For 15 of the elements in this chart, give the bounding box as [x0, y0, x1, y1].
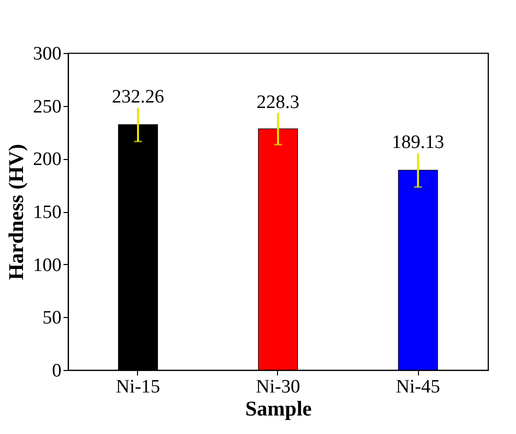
data-label: 232.26	[112, 86, 164, 108]
y-tick-label: 50	[42, 308, 62, 329]
x-tick-label: Ni-45	[396, 376, 440, 398]
y-tick-label: 150	[33, 202, 62, 223]
data-label: 228.3	[256, 92, 300, 113]
y-tick-label: 300	[33, 44, 62, 64]
x-tick-label: Ni-30	[256, 376, 300, 398]
data-label: 189.13	[392, 132, 444, 154]
x-tick-label: Ni-15	[116, 376, 160, 398]
y-tick-label: 200	[33, 149, 62, 170]
x-axis-title: Sample	[245, 396, 312, 420]
y-tick-label: 100	[33, 254, 62, 276]
y-axis-title: Hardness (HV)	[4, 144, 28, 280]
y-tick-label: 0	[52, 360, 62, 382]
y-tick-label: 250	[33, 96, 62, 118]
